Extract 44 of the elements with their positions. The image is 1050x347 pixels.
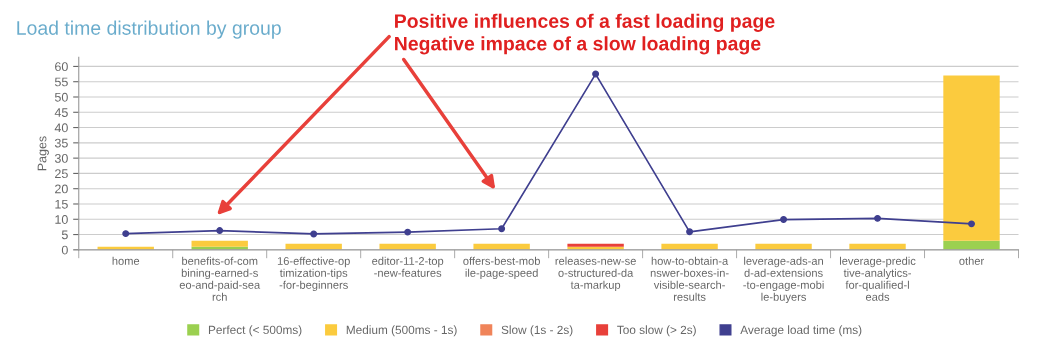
y-tick-label: 20 bbox=[55, 184, 68, 194]
y-tick-label: 60 bbox=[55, 62, 68, 72]
y-tick-label: 10 bbox=[55, 215, 68, 224]
chart-title: Load time distribution by group bbox=[17, 20, 281, 39]
x-tick-label: home bbox=[112, 256, 140, 265]
bar bbox=[191, 240, 248, 247]
legend-label: Too slow (> 2s) bbox=[617, 325, 696, 337]
x-tick-label: how-to-obtain-answer-boxes-in-visible-search-results bbox=[650, 256, 729, 301]
y-tick-label: 25 bbox=[55, 169, 68, 179]
x-tick-label: editor-11-2-top-new-features bbox=[372, 256, 444, 277]
point bbox=[592, 70, 600, 78]
x-tick-label: other bbox=[959, 256, 984, 265]
x-tick-label: 16-effective-optimization-tips-for-beginners bbox=[277, 256, 350, 292]
text: Positive influences of a fast loading page bbox=[395, 13, 775, 32]
x-tick-label: releases-new-seo-structured-data-markup bbox=[555, 256, 636, 292]
y-tick-label: 50 bbox=[54, 92, 68, 102]
point bbox=[874, 214, 882, 222]
point bbox=[780, 216, 788, 224]
legend-label: Slow (1s - 2s) bbox=[501, 325, 573, 337]
legend-label: Average load time (ms) bbox=[740, 325, 862, 337]
y-tick-label: 35 bbox=[54, 138, 68, 148]
y-tick-label: 0 bbox=[61, 245, 68, 255]
y-tick-label: 45 bbox=[54, 108, 68, 117]
y-tick-label: 40 bbox=[54, 123, 68, 133]
bar bbox=[943, 75, 1000, 241]
text: Negative impace of a slow loading page bbox=[395, 36, 761, 55]
point bbox=[122, 230, 130, 238]
x-tick-label: leverage-predictive-analytics-for-qualified-leads bbox=[840, 256, 916, 301]
point bbox=[686, 228, 694, 236]
y-tick-label: 30 bbox=[54, 153, 68, 163]
point bbox=[216, 227, 224, 235]
legend-label: Perfect (< 500ms) bbox=[208, 325, 302, 337]
point bbox=[498, 225, 506, 233]
y-axis-title: Pages bbox=[37, 136, 49, 171]
point bbox=[310, 230, 318, 238]
x-tick-label: offers-best-mobile-page-speed bbox=[463, 256, 540, 280]
point bbox=[404, 228, 412, 236]
y-tick-label: 55 bbox=[54, 77, 68, 87]
point bbox=[968, 220, 975, 228]
y-tick-label: 15 bbox=[55, 199, 68, 209]
y-tick-label: 5 bbox=[61, 230, 68, 240]
x-tick-label: leverage-ads-and-ad-extensions-to-engage-mobile-buyers bbox=[743, 256, 824, 304]
legend-label: Medium (500ms - 1s) bbox=[346, 325, 457, 337]
x-tick-label: benefits-of-combining-earned-seo-and-paid-search bbox=[179, 256, 261, 301]
